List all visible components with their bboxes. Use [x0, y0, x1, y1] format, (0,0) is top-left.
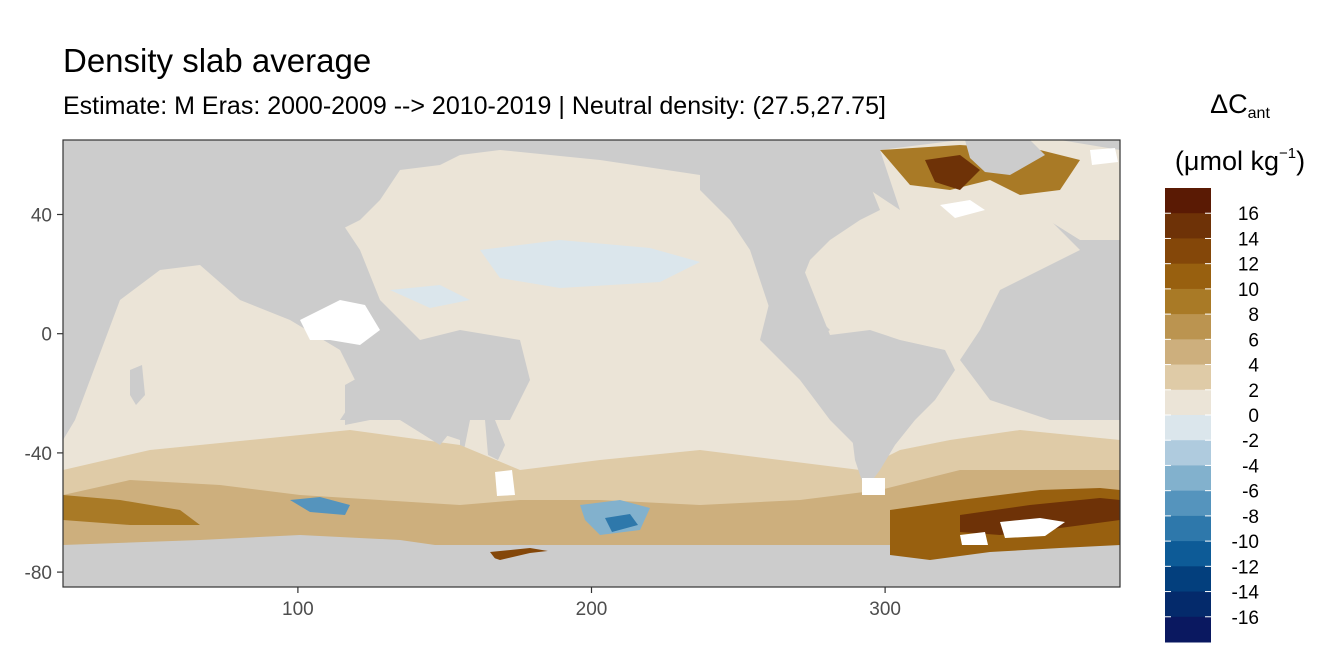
indian-sector-band [63, 495, 200, 525]
legend-title-subscript: ant [1247, 105, 1270, 122]
legend-swatch [1165, 389, 1211, 416]
landmass-eurasia [63, 140, 880, 300]
legend-swatch [1165, 616, 1211, 643]
ocean-indian [63, 265, 460, 480]
legend-break-label: -6 [1242, 482, 1259, 503]
nodata-white-patch-sa [862, 478, 885, 495]
y-tick-label: -80 [25, 563, 52, 584]
legend-unit-superscript: −1 [1278, 145, 1297, 162]
pacific-light-blue-patch [480, 240, 700, 288]
nodata-white-patch-med [940, 200, 985, 218]
landmass-madagascar [130, 365, 145, 405]
legend-break-label: -12 [1232, 557, 1259, 578]
legend-break-label: -4 [1242, 456, 1259, 477]
legend-swatch [1165, 213, 1211, 239]
nodata-white-patch-indonesia [300, 300, 380, 345]
legend-break-label: 16 [1238, 204, 1259, 225]
legend-swatch [1165, 238, 1211, 265]
legend-break-label: -16 [1232, 608, 1259, 629]
southern-blue-patch-west [290, 497, 350, 515]
legend-swatch [1165, 288, 1211, 315]
legend-swatch [1165, 490, 1211, 517]
x-axis: 100 200 300 [282, 587, 901, 620]
legend-break-label: 6 [1248, 330, 1259, 351]
arctic-warm-core [925, 155, 980, 190]
landmass-new-zealand [485, 420, 505, 460]
x-tick-label: 200 [576, 599, 608, 620]
legend-title-main: ΔC [1210, 89, 1248, 119]
legend-title: ΔCant (μmol kg−1) [1160, 84, 1320, 181]
y-axis: 40 0 -40 -80 [25, 206, 63, 584]
legend-break-label: -14 [1232, 583, 1260, 604]
nodata-white-patch-weddell [1000, 518, 1065, 538]
nodata-white-patch-weddell-2 [960, 532, 988, 545]
southern-band-darkest [960, 498, 1120, 535]
legend-break-label: 14 [1238, 229, 1260, 250]
pacific-light-blue-patch-2 [390, 285, 470, 308]
legend-swatch [1165, 263, 1211, 290]
landmass-north-america [700, 150, 880, 340]
x-tick-label: 300 [869, 599, 901, 620]
legend-swatch [1165, 339, 1211, 366]
southern-blue-core [605, 514, 638, 532]
legend-swatch [1165, 566, 1211, 593]
landmass-greenland [965, 140, 1045, 175]
legend-break-label: 0 [1248, 406, 1259, 427]
legend-break-label: -10 [1232, 532, 1259, 553]
chart-title: Density slab average [63, 42, 372, 79]
landmass-south-america [825, 330, 955, 490]
legend-swatch [1165, 515, 1211, 542]
legend-colorbar: 16 14 12 10 8 6 4 2 0 -2 -4 -6 -8 -10 -12 -14 -16 [1165, 188, 1259, 643]
legend-break-label: 2 [1248, 381, 1259, 402]
legend-break-label: -2 [1242, 431, 1259, 452]
legend-swatch [1165, 188, 1211, 214]
legend-swatch [1165, 364, 1211, 391]
landmass-antarctica [63, 535, 1120, 587]
y-tick-label: -40 [25, 444, 52, 465]
nodata-white-patch-nz [495, 470, 515, 496]
legend-unit-suffix: ) [1296, 146, 1306, 176]
legend-swatch [1165, 591, 1211, 618]
legend-swatch [1165, 541, 1211, 567]
legend-break-label: 8 [1248, 305, 1259, 326]
legend-break-label: 12 [1238, 255, 1259, 276]
legend-break-label: 4 [1248, 356, 1259, 377]
x-tick-label: 100 [282, 599, 314, 620]
legend-swatch [1165, 465, 1211, 492]
y-tick-label: 0 [41, 325, 52, 346]
legend-unit-prefix: (μmol kg [1174, 146, 1279, 176]
legend-swatch [1165, 314, 1211, 340]
legend-break-label: 10 [1238, 280, 1259, 301]
legend-break-label: -8 [1242, 507, 1259, 528]
landmass-australia [345, 345, 465, 445]
legend-swatch [1165, 415, 1211, 441]
chart-subtitle: Estimate: M Eras: 2000-2009 --> 2010-201… [63, 92, 886, 120]
nodata-white-patch-arctic [1090, 148, 1118, 165]
map-layer [63, 140, 1120, 587]
legend-swatch [1165, 440, 1211, 466]
ocean-pacific [330, 150, 860, 520]
y-tick-label: 40 [31, 206, 52, 227]
